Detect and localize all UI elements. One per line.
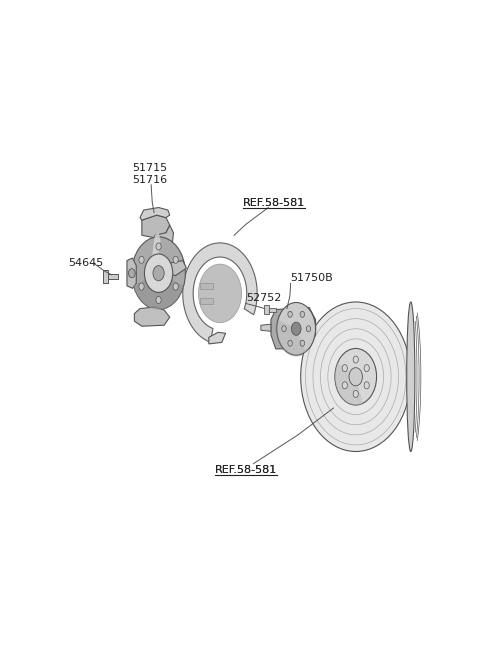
Circle shape: [129, 269, 135, 277]
Circle shape: [349, 367, 362, 386]
Polygon shape: [170, 260, 186, 276]
Polygon shape: [264, 305, 269, 314]
Polygon shape: [151, 233, 160, 263]
Circle shape: [277, 302, 315, 355]
Text: 51750B: 51750B: [290, 274, 334, 283]
Circle shape: [282, 326, 286, 332]
Text: 51715
51716: 51715 51716: [132, 163, 167, 185]
Polygon shape: [269, 308, 276, 312]
Text: 54645: 54645: [69, 258, 104, 268]
Text: REF.58-581: REF.58-581: [243, 197, 305, 207]
Polygon shape: [209, 333, 226, 344]
Polygon shape: [134, 307, 170, 326]
Circle shape: [139, 283, 144, 290]
Circle shape: [144, 254, 173, 293]
Circle shape: [342, 365, 348, 372]
Circle shape: [353, 356, 359, 363]
Wedge shape: [276, 315, 303, 356]
Polygon shape: [127, 258, 136, 289]
Circle shape: [173, 283, 178, 290]
Circle shape: [364, 382, 369, 389]
Circle shape: [156, 297, 161, 304]
Polygon shape: [271, 308, 315, 349]
Circle shape: [156, 243, 161, 250]
Circle shape: [335, 348, 377, 405]
Wedge shape: [133, 273, 184, 310]
Circle shape: [132, 237, 185, 310]
Polygon shape: [261, 324, 271, 331]
Polygon shape: [142, 215, 170, 238]
Text: 52752: 52752: [246, 293, 281, 304]
Circle shape: [300, 302, 411, 451]
Circle shape: [300, 340, 305, 346]
Circle shape: [300, 312, 305, 318]
Circle shape: [291, 322, 301, 335]
Wedge shape: [335, 363, 363, 405]
Circle shape: [364, 365, 369, 372]
Polygon shape: [103, 270, 108, 283]
Circle shape: [342, 382, 348, 389]
Text: REF.58-581: REF.58-581: [215, 465, 277, 475]
Circle shape: [153, 266, 164, 281]
Text: REF.58-581: REF.58-581: [243, 197, 305, 207]
Ellipse shape: [407, 302, 415, 451]
Circle shape: [288, 340, 292, 346]
Circle shape: [288, 312, 292, 318]
Circle shape: [139, 256, 144, 263]
Polygon shape: [140, 207, 170, 220]
Polygon shape: [200, 283, 213, 289]
Circle shape: [198, 264, 241, 323]
Polygon shape: [200, 298, 213, 304]
Wedge shape: [277, 319, 306, 355]
Polygon shape: [183, 243, 257, 342]
Circle shape: [353, 390, 359, 398]
Circle shape: [173, 256, 178, 263]
Polygon shape: [147, 225, 173, 271]
Polygon shape: [108, 274, 118, 279]
Text: REF.58-581: REF.58-581: [215, 465, 277, 475]
Circle shape: [306, 326, 311, 332]
